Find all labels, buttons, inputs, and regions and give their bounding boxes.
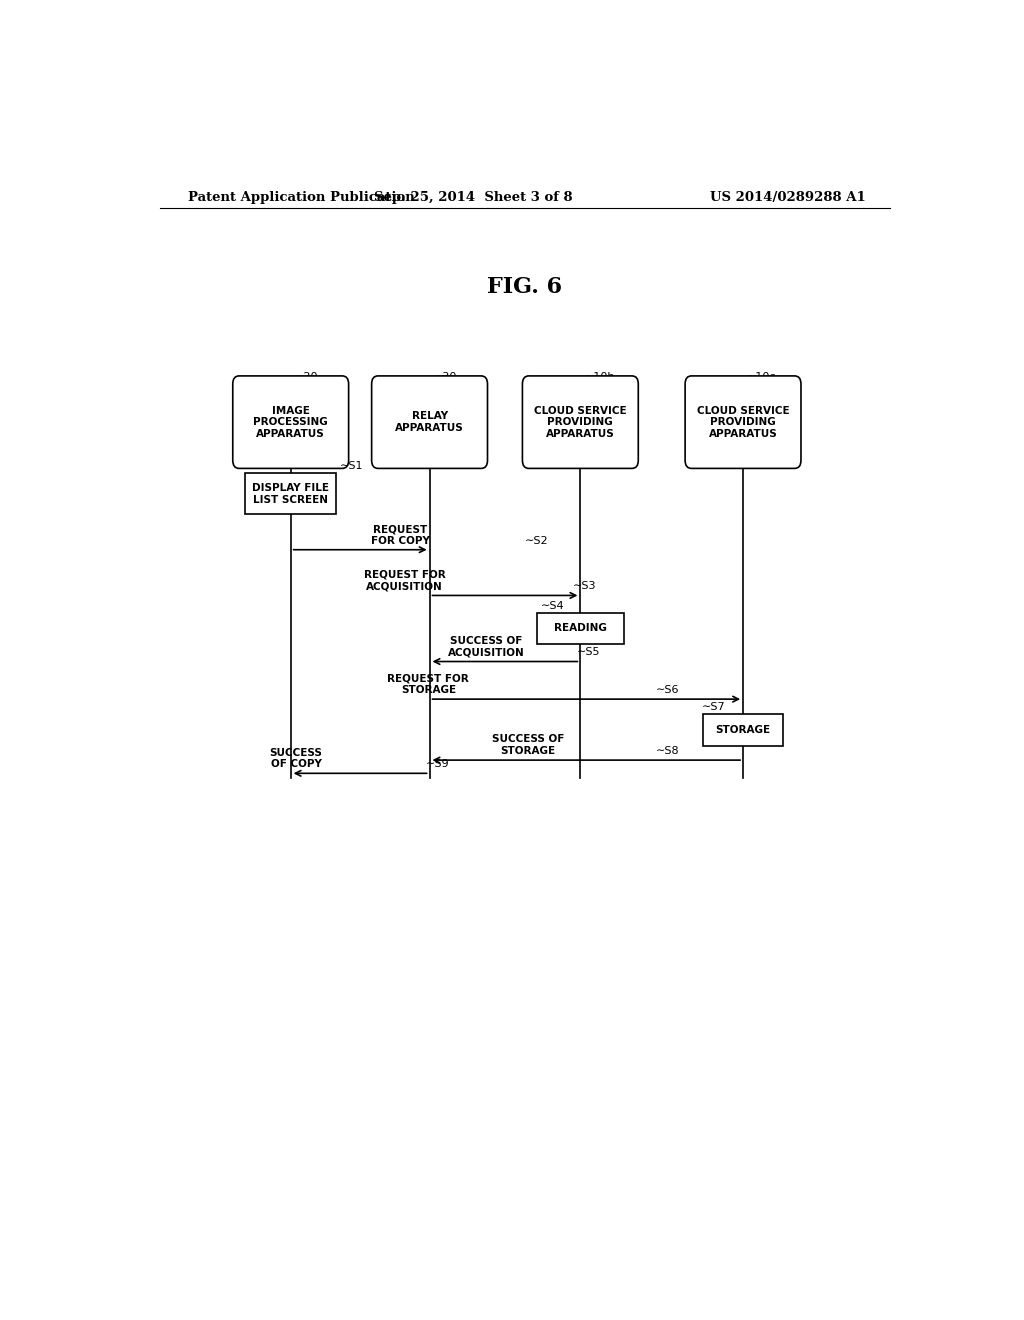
Text: Patent Application Publication: Patent Application Publication [187,190,415,203]
FancyBboxPatch shape [685,376,801,469]
Text: ∼S8: ∼S8 [655,746,679,756]
Text: ∼20: ∼20 [295,372,318,381]
FancyBboxPatch shape [372,376,487,469]
Text: SUCCESS OF
ACQUISITION: SUCCESS OF ACQUISITION [449,636,524,657]
FancyBboxPatch shape [232,376,348,469]
Text: Sep. 25, 2014  Sheet 3 of 8: Sep. 25, 2014 Sheet 3 of 8 [374,190,572,203]
Text: REQUEST FOR
STORAGE: REQUEST FOR STORAGE [387,673,469,696]
Text: ∼S6: ∼S6 [655,685,679,696]
Text: DISPLAY FILE
LIST SCREEN: DISPLAY FILE LIST SCREEN [252,483,329,504]
Text: SUCCESS
OF COPY: SUCCESS OF COPY [269,747,323,770]
Text: ∼S5: ∼S5 [577,647,600,657]
Text: IMAGE
PROCESSING
APPARATUS: IMAGE PROCESSING APPARATUS [253,405,328,438]
Text: REQUEST FOR
ACQUISITION: REQUEST FOR ACQUISITION [364,570,445,591]
Text: ∼S9: ∼S9 [426,759,450,770]
Text: ∼S3: ∼S3 [572,581,596,591]
Text: ∼S2: ∼S2 [524,536,549,545]
Text: STORAGE: STORAGE [716,725,771,735]
Text: ∼10b: ∼10b [585,372,614,381]
Text: US 2014/0289288 A1: US 2014/0289288 A1 [711,190,866,203]
Text: ∼10c: ∼10c [748,372,776,381]
Text: CLOUD SERVICE
PROVIDING
APPARATUS: CLOUD SERVICE PROVIDING APPARATUS [535,405,627,438]
Text: SUCCESS OF
STORAGE: SUCCESS OF STORAGE [493,734,564,756]
Text: ∼S1: ∼S1 [340,462,364,471]
FancyBboxPatch shape [703,714,782,746]
FancyBboxPatch shape [537,612,624,644]
FancyBboxPatch shape [245,474,336,515]
Text: FIG. 6: FIG. 6 [487,276,562,298]
Text: REQUEST
FOR COPY: REQUEST FOR COPY [371,524,430,545]
Text: CLOUD SERVICE
PROVIDING
APPARATUS: CLOUD SERVICE PROVIDING APPARATUS [696,405,790,438]
Text: ∼S7: ∼S7 [701,702,725,713]
Text: RELAY
APPARATUS: RELAY APPARATUS [395,412,464,433]
Text: ∼S4: ∼S4 [541,601,564,611]
Text: ∼30: ∼30 [433,372,457,381]
Text: READING: READING [554,623,607,634]
FancyBboxPatch shape [522,376,638,469]
